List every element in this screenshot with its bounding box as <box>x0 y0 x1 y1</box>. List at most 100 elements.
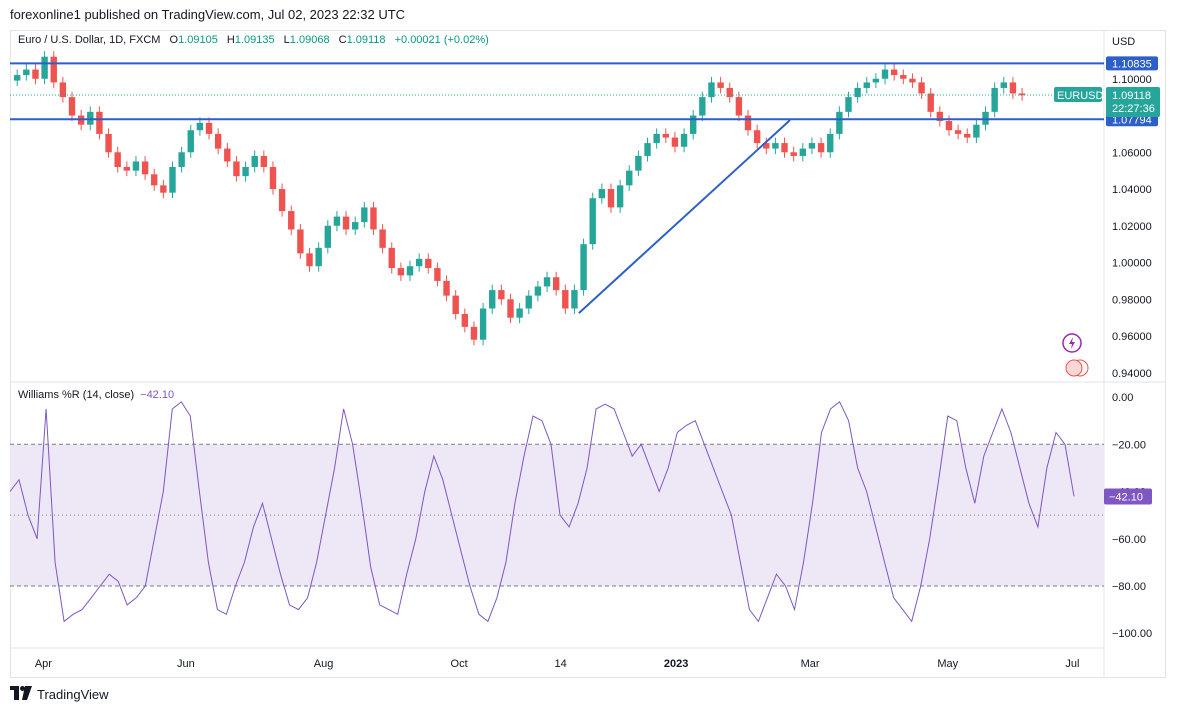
candle-body <box>178 152 185 167</box>
tradingview-logo-icon[interactable] <box>10 686 32 703</box>
time-axis-tick: Aug <box>314 658 334 670</box>
candle-body <box>169 166 176 193</box>
candle-body <box>288 211 295 230</box>
ohlc-legend: Euro / U.S. Dollar, 1D, FXCM O1.09105 H1… <box>18 34 489 46</box>
candle-body <box>909 78 916 83</box>
candle-body <box>68 97 76 116</box>
change-value: +0.00021 (+0.02%) <box>394 34 489 46</box>
low-label: L <box>283 34 290 46</box>
candle-body <box>251 155 258 167</box>
upper-level-tag-bg <box>1106 56 1158 71</box>
symbol-title: Euro / U.S. Dollar, 1D, FXCM <box>18 34 161 46</box>
time-axis-tick: Jun <box>177 658 195 670</box>
wr-value-tag-bg <box>1104 488 1152 505</box>
candle-body <box>671 137 679 147</box>
last-price-tag-bg <box>1106 86 1160 117</box>
price-axis-tick: 1.00000 <box>1112 258 1152 270</box>
price-axis-tick: 1.06000 <box>1112 147 1152 159</box>
low-value: 1.09068 <box>289 34 330 46</box>
candle-body <box>406 266 414 276</box>
candle-body <box>735 97 743 116</box>
candle-body <box>726 87 733 98</box>
candle-body <box>781 143 788 153</box>
indicator-legend: Williams %R (14, close) −42.10 <box>18 389 174 401</box>
candle-body <box>233 161 240 177</box>
candle-body <box>863 82 870 88</box>
candle-body <box>607 189 615 208</box>
candle-body <box>297 229 304 254</box>
candle-body <box>324 225 331 248</box>
time-axis-tick: Mar <box>801 658 820 670</box>
candle-body <box>342 216 350 230</box>
us-flag-icon <box>1065 359 1083 377</box>
candle-body <box>872 78 880 83</box>
candle-body <box>945 121 953 131</box>
candle-body <box>205 122 213 134</box>
candle-body <box>662 133 669 138</box>
candle-body <box>900 75 907 79</box>
candle-body <box>87 111 94 125</box>
candle-body <box>1009 82 1017 94</box>
candle-body <box>224 148 231 162</box>
candle-body <box>370 207 377 230</box>
wr-axis-tick: 0.00 <box>1112 392 1133 404</box>
candle-body <box>562 290 569 309</box>
wr-axis-tick: −60.00 <box>1112 534 1146 546</box>
bar-countdown: 22:27:36 <box>1112 103 1155 115</box>
candle-body <box>434 268 441 281</box>
high-label: H <box>226 34 235 46</box>
wr-value-tag: −42.10 <box>1109 491 1143 503</box>
currency-label[interactable]: USD <box>1112 36 1136 48</box>
time-axis-tick: Oct <box>451 658 468 670</box>
candle-body <box>799 148 807 156</box>
candle-body <box>461 314 469 327</box>
candle-body <box>580 244 587 291</box>
candle-body <box>890 69 898 76</box>
candle-body <box>543 277 551 287</box>
close-value: 1.09118 <box>346 34 386 46</box>
indicator-name: Williams %R (14, close) <box>18 389 135 401</box>
candle-body <box>817 143 825 153</box>
candle-body <box>470 326 478 340</box>
symbol-badge-bg <box>1054 86 1102 102</box>
price-axis-tick: 0.98000 <box>1112 294 1152 306</box>
time-axis-tick: May <box>937 658 958 670</box>
candle-body <box>936 111 944 122</box>
candle-body <box>772 143 779 149</box>
symbol-badge: EURUSD <box>1057 90 1104 102</box>
candle-body <box>854 87 861 98</box>
time-axis-tick: Apr <box>35 658 52 670</box>
candle-body <box>333 216 341 226</box>
candle-body <box>306 253 313 267</box>
open-value: 1.09105 <box>178 34 218 46</box>
candle-body <box>498 290 505 300</box>
candle-body <box>214 133 222 149</box>
time-axis-tick: Jul <box>1065 658 1079 670</box>
candle-body <box>571 290 578 309</box>
candle-body <box>260 155 268 167</box>
candle-body <box>790 152 797 156</box>
candle-body <box>918 82 925 94</box>
candle-body <box>361 207 368 223</box>
price-axis-tick: 1.02000 <box>1112 221 1152 233</box>
candle-body <box>242 166 249 177</box>
candle-body <box>708 82 715 98</box>
candle-body <box>105 133 112 153</box>
candle-body <box>443 280 450 296</box>
candle-body <box>425 258 432 269</box>
footer-brand[interactable]: TradingView <box>37 687 109 702</box>
candle-body <box>763 143 770 149</box>
candle-body <box>41 56 48 79</box>
published-header: forexonline1 published on TradingView.co… <box>10 7 406 22</box>
candle-body <box>598 189 606 199</box>
candle-body <box>616 185 624 208</box>
price-axis-tick: 0.94000 <box>1112 368 1152 380</box>
candle-body <box>552 277 560 291</box>
candle-body <box>123 166 131 171</box>
candle-body <box>973 124 980 138</box>
candle-body <box>808 143 816 149</box>
candle-body <box>680 133 688 147</box>
wr-axis-tick: −100.00 <box>1112 628 1152 640</box>
candle-body <box>653 133 660 144</box>
